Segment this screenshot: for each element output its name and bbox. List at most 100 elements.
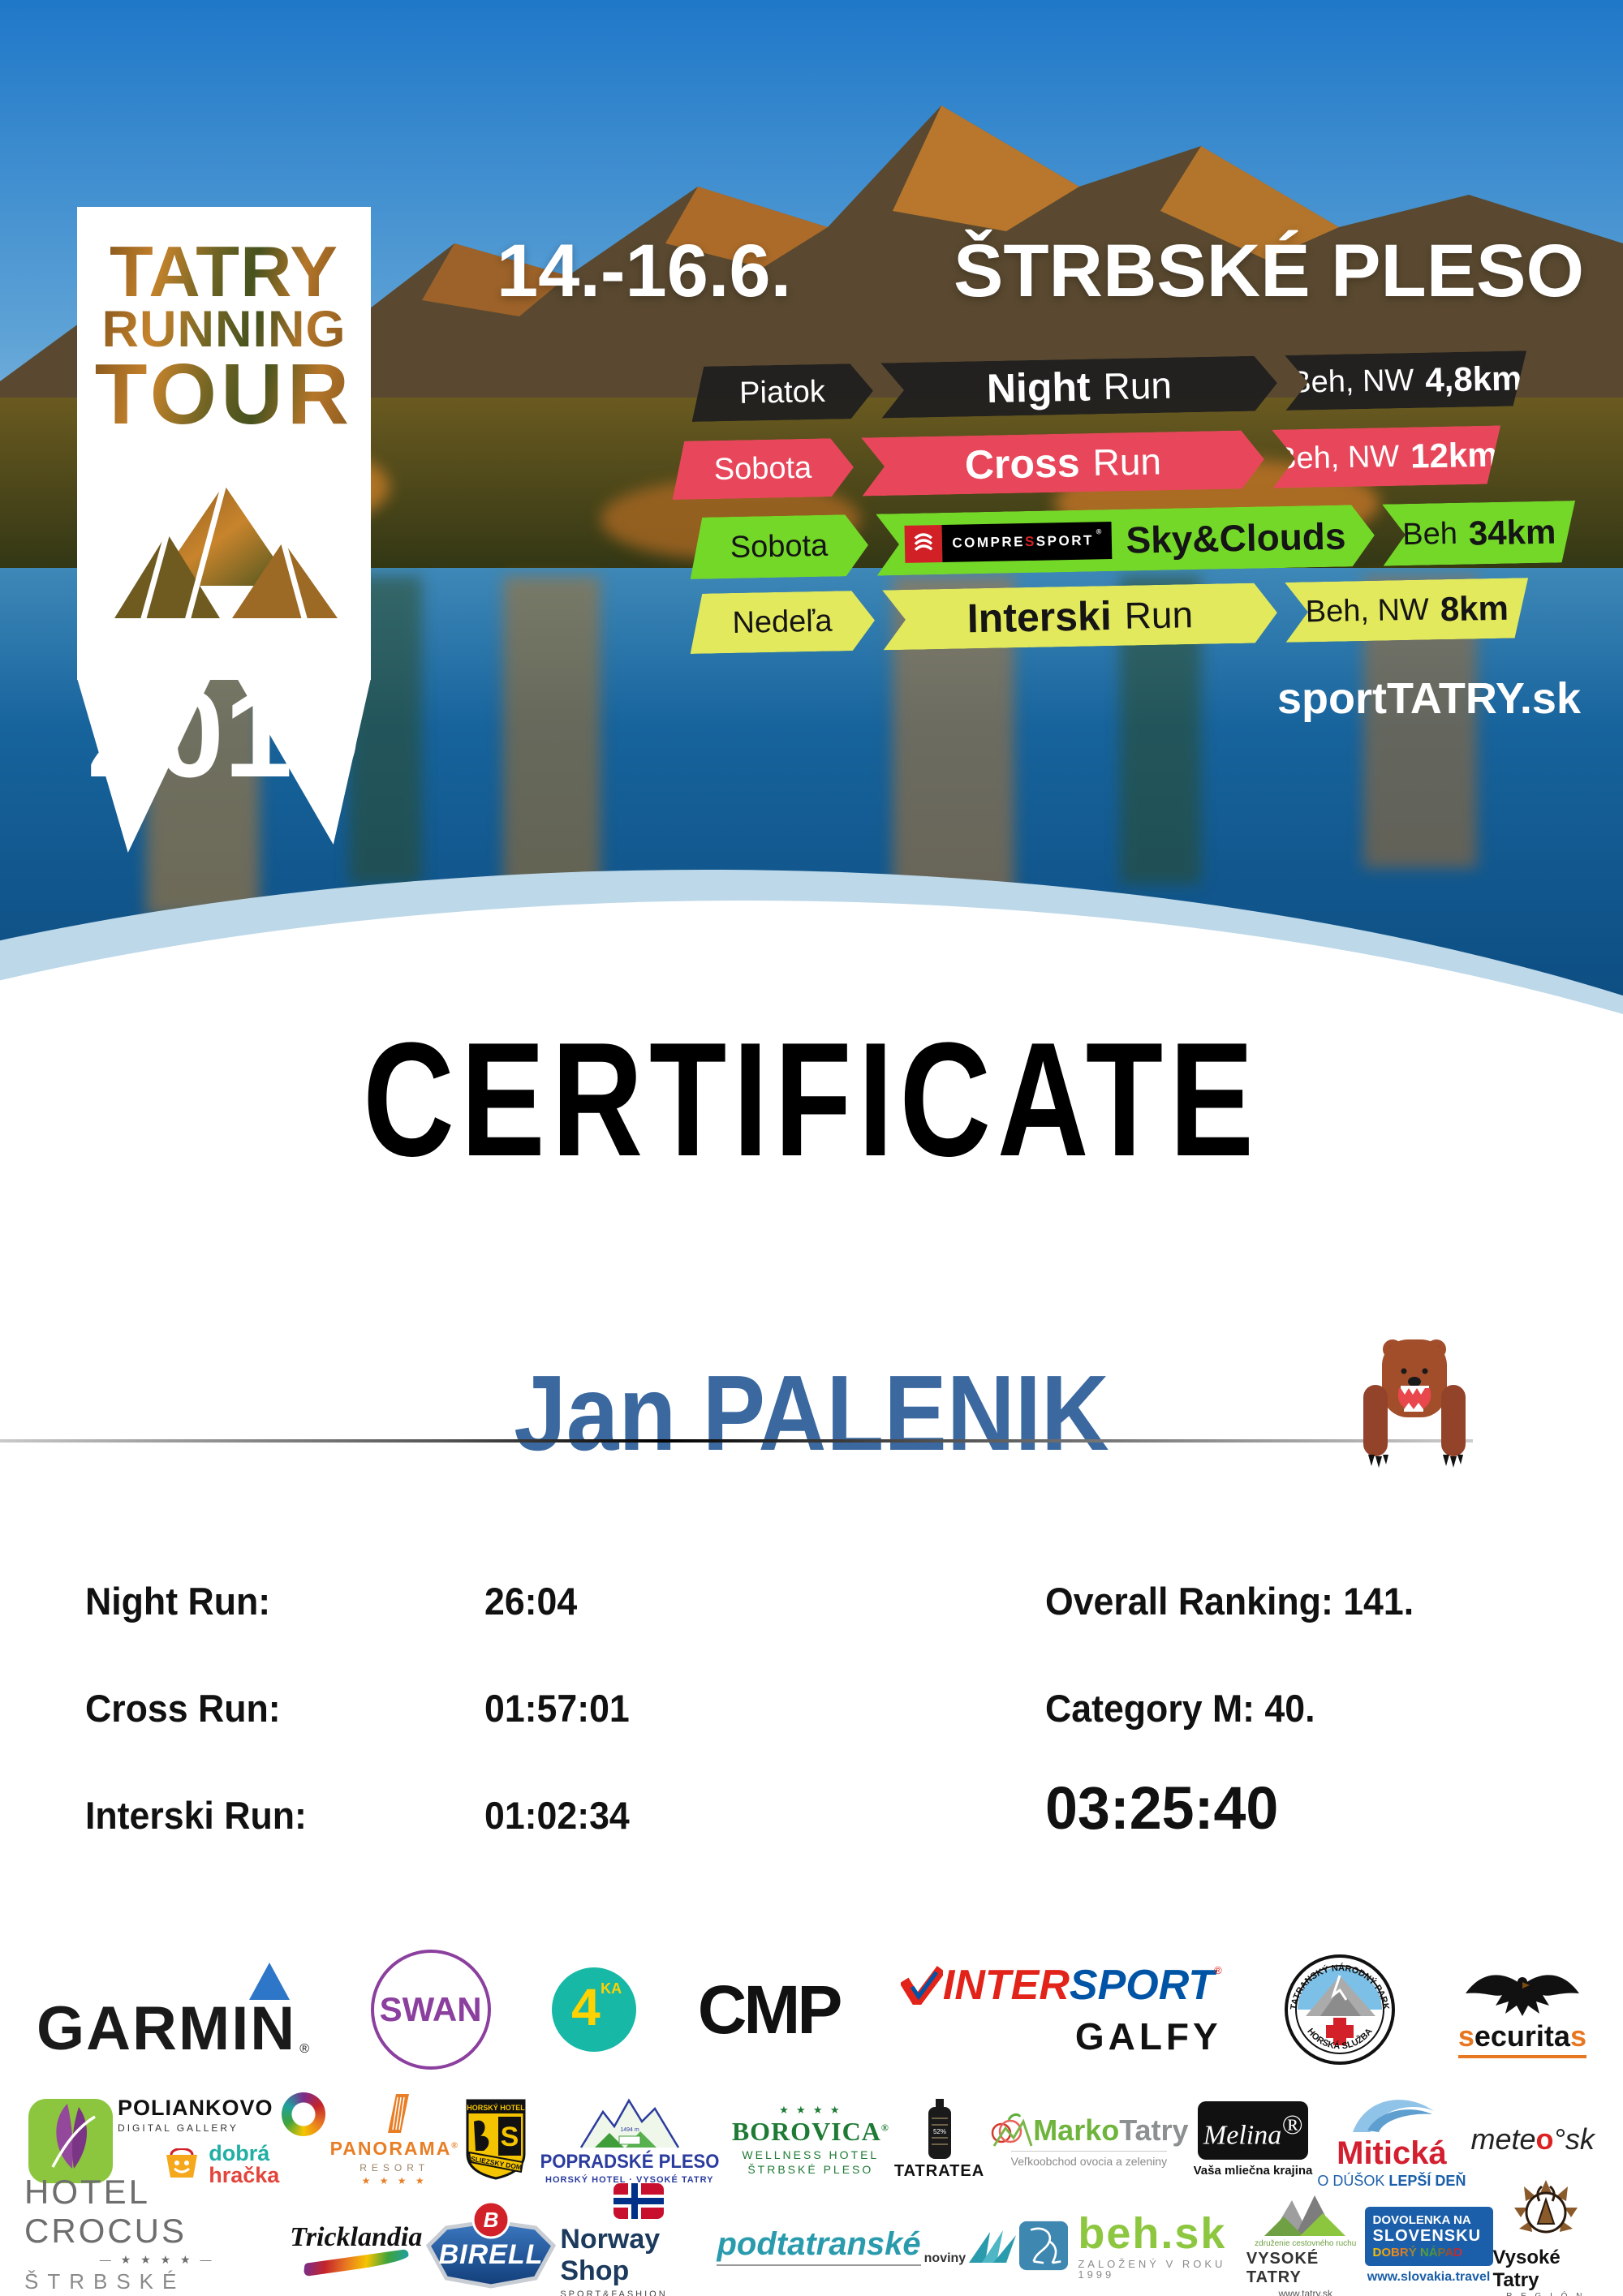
category-ranking: Category M: 40. (1045, 1687, 1315, 1730)
sponsor-intersport: INTER SPORT ® GALFY (900, 1961, 1222, 2058)
sponsor-dovolenka-slovensko: DOVOLENKA NA SLOVENSKU DOBRÝ NÁPAD www.s… (1364, 2207, 1493, 2285)
sponsor-row-2: POLIANKOVO DIGITAL GALLERY dobrá hračka (0, 2079, 1623, 2200)
sponsor-securitas: securitas (1457, 1961, 1586, 2058)
svg-text:HORSKÝ HOTEL: HORSKÝ HOTEL (467, 2103, 525, 2112)
chamois-head-icon (1513, 2179, 1578, 2233)
sponsor-galfy: GALFY (1074, 2015, 1222, 2057)
miticka-water-splash-icon (1352, 2099, 1434, 2132)
race-discipline: Beh, NW (1275, 439, 1400, 476)
result-row: Cross Run: 01:57:01 Category M: 40. (0, 1686, 1623, 1731)
svg-text:S: S (500, 2122, 519, 2152)
logo-line3: TOUR (94, 346, 354, 443)
sponsor-poliankovo-dobra: POLIANKOVO DIGITAL GALLERY dobrá hračka (118, 2092, 325, 2186)
mountains-icon (114, 484, 338, 651)
sponsor-podtatranske-noviny: podtatranské noviny (717, 2226, 1019, 2266)
bear-icon (1363, 1339, 1466, 1468)
hero-photo: TATRY RUNNING TOUR 2019 14.-16.6. ŠTRBSK… (0, 0, 1623, 1024)
result-label: Night Run: (85, 1580, 271, 1623)
race-day: Nedeľa (732, 604, 833, 640)
race-name: Night (986, 363, 1091, 412)
divider-line (0, 1439, 1473, 1443)
sliezsky-dom-crest-icon: HORSKÝ HOTEL S SLIEZSKY DOM (466, 2099, 526, 2180)
popradske-pleso-mountains-icon: 1494 m (579, 2098, 679, 2148)
sponsor-panorama-resort: PANORAMA® RESORT ★ ★ ★ ★ (330, 2092, 459, 2186)
compressport-icon (905, 525, 943, 563)
result-value: 26:04 (484, 1580, 578, 1623)
race-discipline: Beh, NW (1289, 363, 1414, 400)
securitas-eagle-icon (1465, 1975, 1579, 2016)
race-name: Sky&Clouds (1126, 514, 1346, 561)
sponsor-swan: SWAN (370, 1950, 491, 2070)
sponsor-cmp: CMP (697, 1971, 843, 2048)
result-label: Interski Run: (85, 1794, 307, 1837)
sponsor-behsk: beh.sk ZALOŽENÝ V ROKU 1999 (1019, 2212, 1246, 2280)
race-name: Cross (964, 440, 1081, 488)
marko-fruit-mountains-icon (991, 2113, 1033, 2147)
norway-flag-icon (613, 2182, 664, 2219)
sponsor-tatratea: 52% TATRATEA (894, 2098, 984, 2181)
event-date: 14.-16.6. (497, 230, 792, 312)
sponsor-popradske-pleso: 1494 m POPRADSKÉ PLESO HORSKÝ HOTEL · VY… (532, 2094, 727, 2185)
sponsor-4ka: 4 KA (552, 1967, 637, 2052)
event-year: 2019 (86, 665, 362, 803)
event-website: sportTATRY.sk (1276, 674, 1581, 723)
behsk-runner-icon (1019, 2221, 1069, 2271)
race-distance: 8km (1440, 588, 1509, 629)
race-day: Sobota (713, 450, 812, 487)
sponsor-sliezsky-dom: HORSKÝ HOTEL S SLIEZSKY DOM (464, 2097, 527, 2182)
sponsor-row-3: HOTEL CROCUS — ★ ★ ★ ★ — ŠTRBSKÉ PLESO T… (0, 2173, 1623, 2296)
event-location: ŠTRBSKÉ PLESO (953, 230, 1584, 312)
svg-text:BIRELL: BIRELL (439, 2239, 544, 2270)
result-value: 01:57:01 (484, 1687, 630, 1730)
dovolenka-badge: DOVOLENKA NA SLOVENSKU DOBRÝ NÁPAD (1364, 2207, 1493, 2266)
certificate-title: CERTIFICATE (363, 1009, 1260, 1190)
race-discipline: Beh, NW (1305, 592, 1430, 629)
race-name: Interski (966, 593, 1113, 642)
race-day: Sobota (730, 528, 829, 565)
birell-shield-icon: B BIRELL (426, 2200, 557, 2289)
race-banner-skyclouds: Sobota COMPRE S SPORT ® Sky&Clouds Beh 34km (689, 501, 1576, 579)
tatratea-bottle-icon: 52% (928, 2098, 951, 2159)
participant-name: Jan PALENIK (514, 1353, 1109, 1473)
compressport-logo: COMPRE S SPORT ® (905, 522, 1112, 563)
sponsor-row-1: GARMIN ® SWAN 4 KA CMP INTER SPORT ® GALFY (0, 1941, 1623, 2079)
sponsor-meteo-sk: meteo°sk (1470, 2122, 1595, 2156)
sponsor-dobra-hracka: dobrá hračka (163, 2143, 279, 2186)
tanap-emblem-icon: TATRANSKÝ NÁRODNÝ PARK HORSKÁ SLUŽBA (1285, 1954, 1396, 2065)
podtatranske-fan-icon (969, 2229, 1017, 2263)
sponsor-melina: Melina® Vaša mliečna krajina (1194, 2101, 1312, 2178)
sponsor-miticka: Mitická O DÚŠOK LEPŠÍ DEŇ (1317, 2090, 1466, 2190)
logo-line1: TATRY (110, 231, 338, 312)
poliankovo-swirl-icon (281, 2092, 325, 2136)
sponsor-norway-shop: Norway Shop SPORT&FASHION E·SHOP (560, 2182, 717, 2296)
result-value: 01:02:34 (484, 1794, 630, 1837)
crocus-flower-icon (28, 2099, 113, 2183)
race-discipline: Beh (1401, 516, 1458, 552)
total-time: 03:25:40 (1045, 1774, 1279, 1842)
panorama-tower-icon (388, 2094, 410, 2133)
result-row: Interski Run: 01:02:34 (0, 1793, 1623, 1838)
overall-ranking: Overall Ranking: 141. (1045, 1580, 1414, 1623)
result-label: Cross Run: (85, 1687, 281, 1730)
sponsor-tricklandia: Tricklandia (290, 2222, 422, 2277)
dobra-hracka-basket-icon (166, 2148, 198, 2178)
event-headline: 14.-16.6. ŠTRBSKÉ PLESO (497, 229, 1584, 314)
sponsor-borovica: ★ ★ ★ ★ BOROVICA® WELLNESS HOTEL ŠTRBSKÉ… (731, 2103, 889, 2176)
sponsor-birell: B BIRELL (422, 2200, 560, 2291)
race-distance: 34km (1468, 512, 1556, 553)
event-logo: TATRY RUNNING TOUR (77, 207, 371, 680)
vysoke-tatry-mountains-icon (1264, 2195, 1345, 2236)
result-row: Night Run: 26:04 Overall Ranking: 141. (0, 1579, 1623, 1624)
svg-text:52%: 52% (932, 2128, 945, 2135)
sponsor-hotel-crocus-icon (28, 2092, 113, 2186)
race-day: Piatok (738, 374, 826, 411)
logo-line2: RUNNING (101, 300, 347, 358)
svg-text:1494 m: 1494 m (620, 2127, 639, 2133)
sponsor-hotel-crocus-text: HOTEL CROCUS — ★ ★ ★ ★ — ŠTRBSKÉ PLESO (24, 2172, 215, 2296)
sponsor-tanap: TATRANSKÝ NÁRODNÝ PARK HORSKÁ SLUŽBA (1283, 1953, 1397, 2066)
sponsor-vysoke-tatry-zdruzenie: združenie cestovného ruchu VYSOKÉ TATRY … (1246, 2192, 1365, 2296)
sponsor-region-vysoke-tatry: Vysoké Tatry R E G I Ó N www.regiontatry… (1493, 2179, 1599, 2296)
garmin-triangle-icon (249, 1962, 290, 2000)
svg-text:B: B (484, 2208, 499, 2232)
